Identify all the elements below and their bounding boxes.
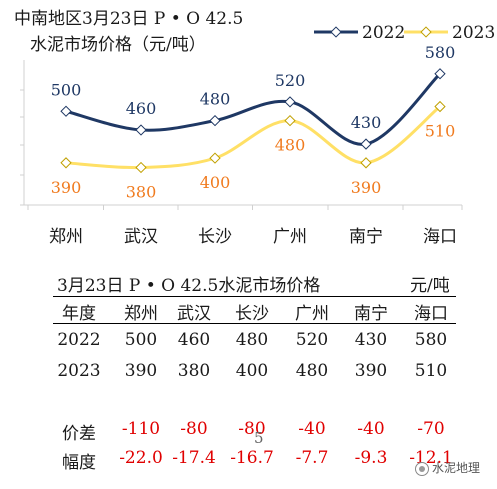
data-label-2023: 510 (425, 122, 456, 141)
x-tick-label-4: 南宁 (349, 227, 383, 247)
table-header-rule (53, 323, 456, 324)
table-col-header: 南宁 (354, 304, 388, 324)
table-row: 2022 500 460 480 520 430 580 (0, 330, 497, 354)
watermark-logo-icon (415, 461, 429, 476)
data-point-2022 (360, 138, 372, 150)
table-col-header: 长沙 (235, 304, 269, 324)
data-point-2023 (434, 100, 446, 113)
table-cell: -22.0 (119, 448, 163, 468)
table-header-label: 年度 (62, 304, 96, 324)
price-line-chart: 中南地区3月23日 P • O 42.5 水泥市场价格（元/吨） 2022 20… (14, 9, 495, 247)
data-point-2022 (135, 124, 147, 136)
data-point-2023 (284, 114, 296, 127)
table-col-header: 郑州 (124, 304, 158, 324)
watermark: 水泥地理 (415, 459, 480, 476)
table-cell: 390 (354, 361, 388, 381)
data-label-2023: 380 (126, 183, 157, 202)
table-header-row: 年度 郑州 武汉 长沙 广州 南宁 海口 (0, 299, 497, 324)
data-point-2023 (135, 161, 147, 174)
table-cell: -9.3 (354, 448, 388, 468)
table-cell: 510 (414, 361, 448, 381)
table-row: 幅度 -22.0 -17.4 -16.7 -7.7 -9.3 -12.1 (0, 448, 497, 473)
data-label-2023: 400 (200, 173, 231, 192)
data-label-2022: 520 (275, 71, 306, 90)
table-cell: -17.4 (172, 448, 216, 468)
legend-label-2023: 2023 (452, 23, 495, 43)
data-point-2023 (360, 157, 372, 169)
watermark-text: 水泥地理 (432, 461, 481, 475)
x-tick-label-2: 长沙 (198, 227, 232, 247)
data-label-2023: 390 (51, 178, 82, 197)
data-label-2022: 430 (351, 113, 382, 132)
table-cell: 500 (124, 330, 158, 350)
x-tick-label-1: 武汉 (124, 227, 158, 247)
table-col-header: 武汉 (177, 304, 211, 324)
series-line-2023 (64, 105, 442, 170)
table-cell: 390 (124, 361, 158, 381)
data-label-2022: 480 (200, 90, 231, 109)
legend: 2022 2023 (314, 23, 495, 43)
table-cell: -16.7 (230, 448, 274, 468)
table-cell: 480 (295, 361, 329, 381)
price-table: 3月23日 P • O 42.5水泥市场价格 元/吨 年度 郑州 武汉 长沙 广… (0, 268, 497, 489)
table-cell: 380 (177, 361, 211, 381)
series-line-2022 (64, 72, 442, 146)
table-cell: 400 (235, 361, 269, 381)
table-row-label: 幅度 (62, 453, 96, 473)
table-cell: 460 (177, 330, 211, 350)
legend-marker-2022 (330, 26, 342, 38)
legend-marker-2023 (420, 26, 432, 38)
table-row: 2023 390 380 400 480 390 510 (0, 361, 497, 385)
data-point-2023 (209, 152, 221, 164)
table-cell: 480 (235, 330, 269, 350)
table-cell: -40 (298, 419, 326, 439)
table-cell: -70 (417, 419, 445, 439)
x-tick-label-3: 广州 (273, 227, 307, 247)
data-point-2022 (60, 105, 72, 117)
table-cell: 580 (414, 330, 448, 350)
table-row-label: 价差 (62, 424, 96, 444)
data-point-2022 (434, 68, 446, 80)
table-cell: -110 (121, 419, 161, 439)
data-point-2022 (284, 96, 296, 108)
data-label-2022: 500 (51, 80, 82, 99)
chart-title-line1: 中南地区3月23日 P • O 42.5 (14, 9, 243, 29)
table-cell: -40 (357, 419, 385, 439)
x-tick-label-5: 海口 (423, 227, 457, 247)
page-number: 5 (254, 429, 264, 447)
data-label-2023: 390 (351, 178, 382, 197)
data-label-2022: 580 (425, 43, 456, 62)
table-cell: 430 (354, 330, 388, 350)
data-label-2022: 460 (126, 99, 157, 118)
table-unit: 元/吨 (410, 276, 450, 296)
legend-label-2022: 2022 (362, 23, 405, 43)
x-tick-label-0: 郑州 (49, 227, 83, 247)
table-col-header: 广州 (295, 304, 329, 324)
chart-title-line2: 水泥市场价格（元/吨） (30, 35, 206, 55)
table-row: 价差 -110 -80 -80 -40 -40 -70 (0, 419, 497, 444)
data-point-2023 (60, 157, 72, 169)
table-row-label: 2023 (57, 361, 101, 381)
table-row-label: 2022 (57, 330, 101, 350)
table-cell: -80 (180, 419, 208, 439)
table-cell: -80 (238, 419, 266, 439)
table-cell: 520 (295, 330, 329, 350)
data-label-2023: 480 (275, 136, 306, 155)
table-col-header: 海口 (414, 304, 448, 324)
table-title: 3月23日 P • O 42.5水泥市场价格 (57, 276, 321, 296)
data-point-2022 (209, 114, 221, 127)
table-top-rule (53, 296, 456, 297)
table-cell: -7.7 (295, 448, 329, 468)
